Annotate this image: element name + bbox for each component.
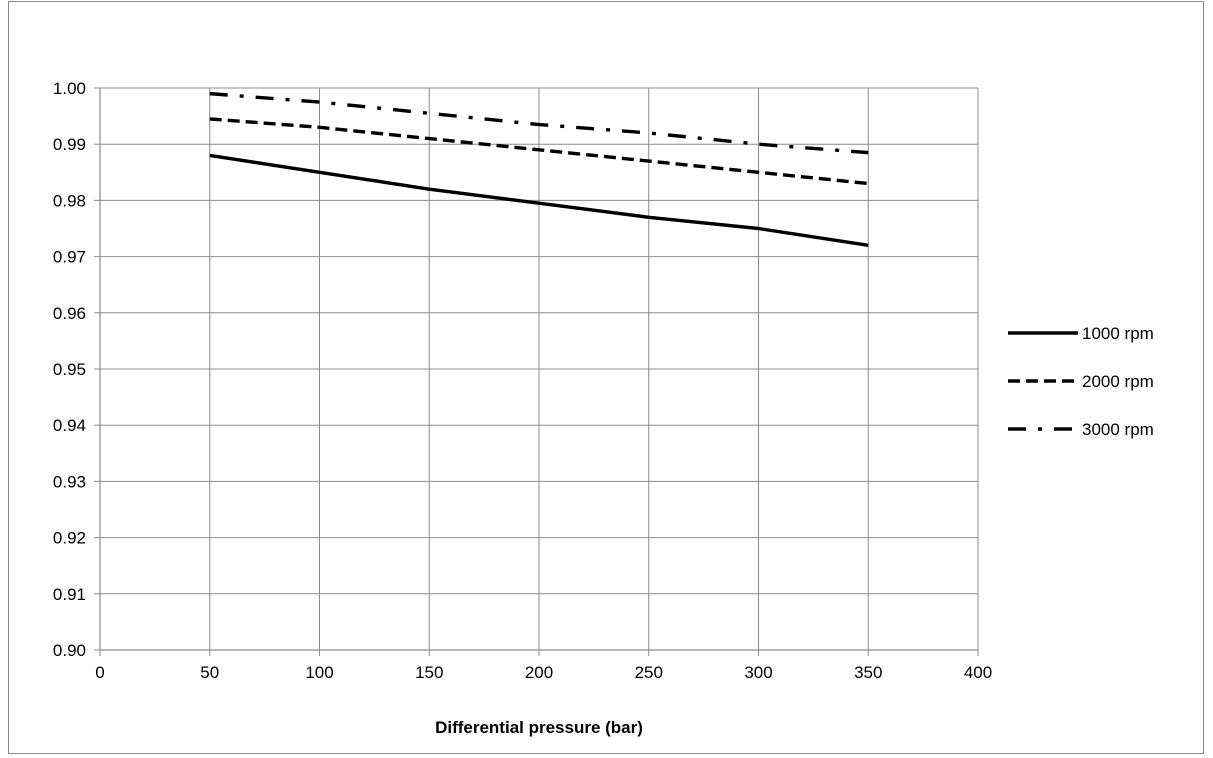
x-tick-label: 0 xyxy=(95,663,104,682)
y-tick-label: 0.98 xyxy=(53,191,86,210)
grid xyxy=(99,87,979,651)
x-tick-label: 50 xyxy=(200,663,219,682)
y-tick-label: 0.93 xyxy=(53,472,86,491)
x-tick-label: 250 xyxy=(635,663,663,682)
x-tick-label: 400 xyxy=(964,663,992,682)
y-tick-label: 1.00 xyxy=(53,79,86,98)
series-line-2000-rpm xyxy=(209,117,869,186)
y-tick-label: 0.92 xyxy=(53,529,86,548)
axes xyxy=(94,87,979,656)
x-tick-label: 200 xyxy=(525,663,553,682)
series-line-3000-rpm xyxy=(209,91,869,155)
x-tick-label: 300 xyxy=(744,663,772,682)
legend-label: 1000 rpm xyxy=(1082,324,1154,343)
series-line-1000-rpm xyxy=(209,153,869,248)
x-tick-label: 350 xyxy=(854,663,882,682)
x-axis-title: Differential pressure (bar) xyxy=(435,718,643,737)
y-tick-label: 0.99 xyxy=(53,135,86,154)
legend-label: 2000 rpm xyxy=(1082,372,1154,391)
y-tick-label: 0.96 xyxy=(53,304,86,323)
x-tick-label: 150 xyxy=(415,663,443,682)
chart-frame xyxy=(8,1,1204,754)
y-tick-label: 0.91 xyxy=(53,585,86,604)
y-tick-label: 0.97 xyxy=(53,248,86,267)
series-lines xyxy=(209,91,869,248)
y-tick-label: 0.90 xyxy=(53,641,86,660)
legend-label: 3000 rpm xyxy=(1082,420,1154,439)
y-tick-labels: 0.90 0.91 0.92 0.93 0.94 0.95 0.96 0.97 0.98 0.99… xyxy=(53,79,86,660)
legend: 1000 rpm 2000 rpm 3000 rpm xyxy=(1008,324,1154,439)
y-tick-label: 0.94 xyxy=(53,416,86,435)
x-tick-label: 100 xyxy=(305,663,333,682)
y-tick-label: 0.95 xyxy=(53,360,86,379)
x-tick-labels: 0 50 100 150 200 250 300 350 400 xyxy=(95,663,992,682)
